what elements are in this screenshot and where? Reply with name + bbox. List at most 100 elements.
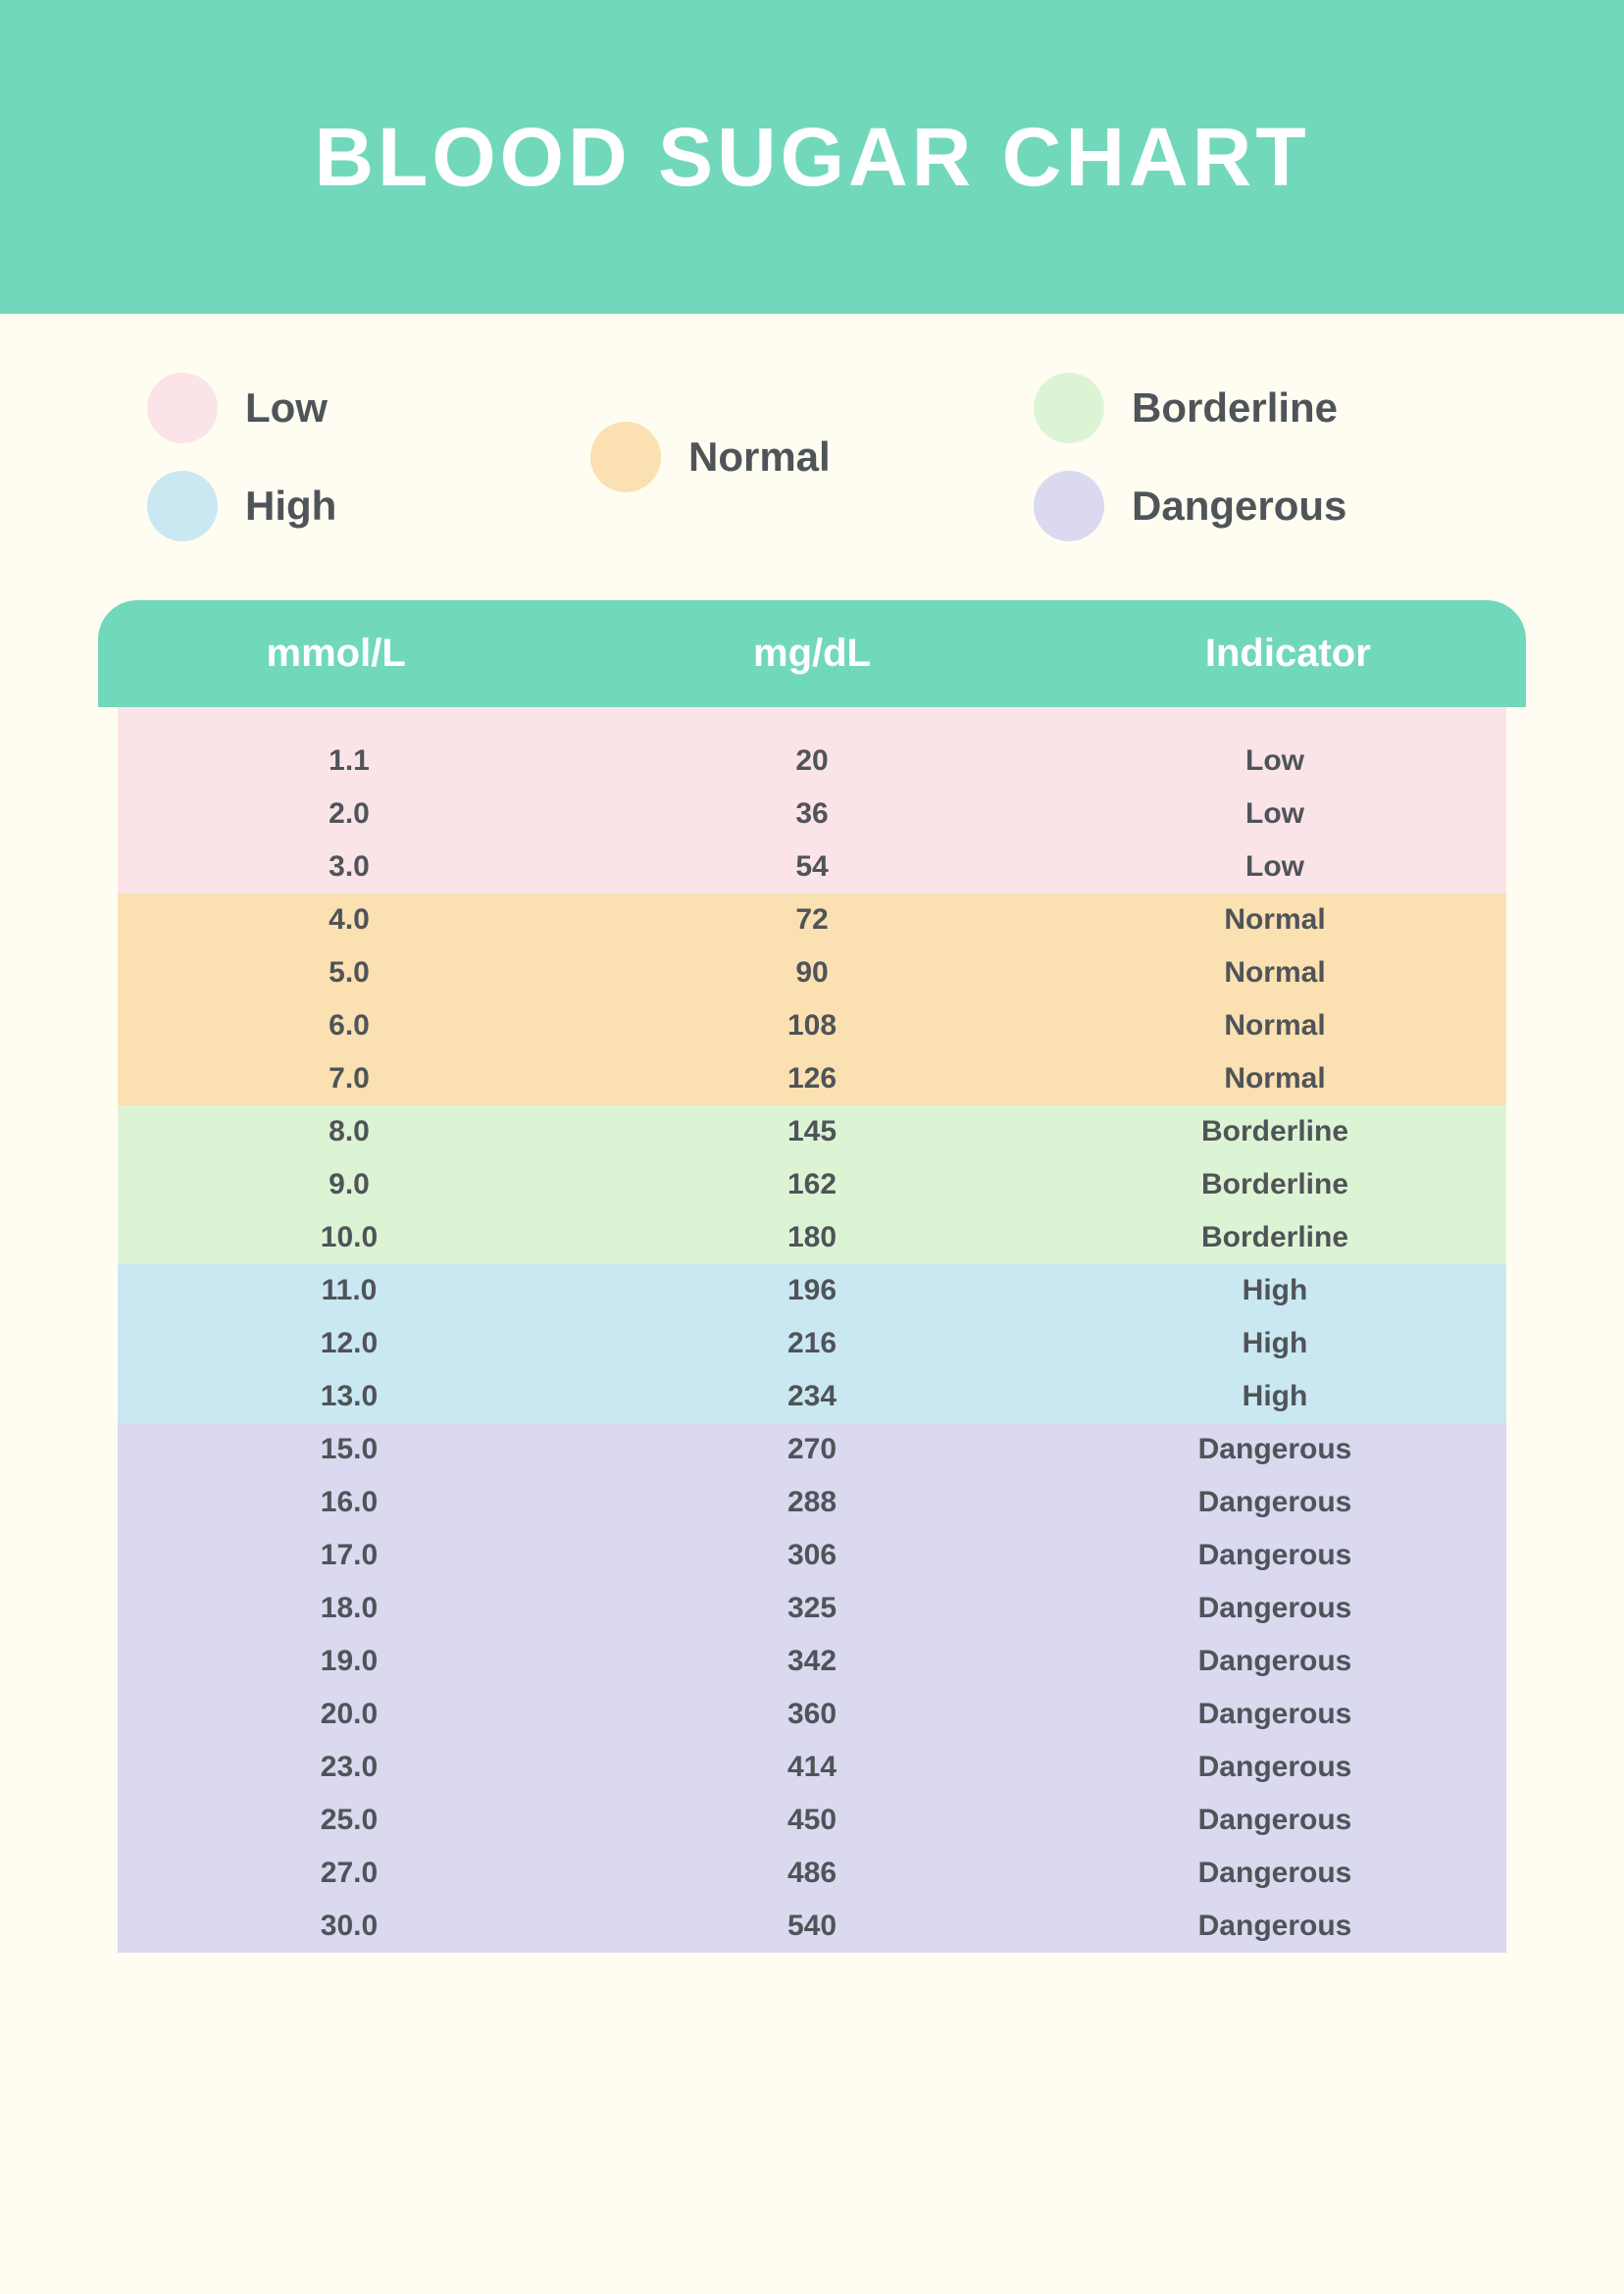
cell-mgdl: 486 <box>581 1857 1043 1890</box>
col-header-mmol: mmol/L <box>98 632 574 676</box>
cell-mmol: 5.0 <box>118 956 581 990</box>
table-row: 18.0325Dangerous <box>118 1582 1506 1635</box>
cell-mgdl: 90 <box>581 956 1043 990</box>
table-body: 1.120Low2.036Low3.054Low4.072Normal5.090… <box>118 707 1506 1953</box>
table-row: 2.036Low <box>118 788 1506 841</box>
legend-item-low: Low <box>147 373 590 443</box>
cell-mmol: 19.0 <box>118 1645 581 1678</box>
cell-indicator: Low <box>1043 797 1506 831</box>
cell-mmol: 15.0 <box>118 1433 581 1466</box>
blood-sugar-table: mmol/L mg/dL Indicator 1.120Low2.036Low3… <box>118 600 1506 1953</box>
cell-indicator: Borderline <box>1043 1168 1506 1201</box>
cell-mgdl: 54 <box>581 850 1043 884</box>
cell-indicator: High <box>1043 1274 1506 1307</box>
legend-item-dangerous: Dangerous <box>1034 471 1477 541</box>
cell-indicator: Borderline <box>1043 1221 1506 1254</box>
cell-mmol: 23.0 <box>118 1751 581 1784</box>
cell-mgdl: 270 <box>581 1433 1043 1466</box>
table-row: 10.0180Borderline <box>118 1211 1506 1264</box>
cell-mgdl: 108 <box>581 1009 1043 1043</box>
cell-mgdl: 342 <box>581 1645 1043 1678</box>
legend-swatch-high <box>147 471 218 541</box>
cell-indicator: Dangerous <box>1043 1486 1506 1519</box>
cell-mmol: 25.0 <box>118 1804 581 1837</box>
page-title: BLOOD SUGAR CHART <box>314 110 1309 205</box>
legend-item-high: High <box>147 471 590 541</box>
cell-mmol: 16.0 <box>118 1486 581 1519</box>
cell-indicator: Normal <box>1043 903 1506 937</box>
cell-mgdl: 450 <box>581 1804 1043 1837</box>
legend-swatch-normal <box>590 422 661 492</box>
cell-indicator: Low <box>1043 850 1506 884</box>
cell-mmol: 18.0 <box>118 1592 581 1625</box>
cell-mgdl: 306 <box>581 1539 1043 1572</box>
legend-label: High <box>245 483 336 530</box>
cell-mgdl: 360 <box>581 1698 1043 1731</box>
col-header-mgdl: mg/dL <box>574 632 1049 676</box>
cell-mgdl: 414 <box>581 1751 1043 1784</box>
cell-mgdl: 216 <box>581 1327 1043 1360</box>
cell-mmol: 3.0 <box>118 850 581 884</box>
cell-mmol: 7.0 <box>118 1062 581 1096</box>
cell-mgdl: 288 <box>581 1486 1043 1519</box>
table-row: 5.090Normal <box>118 946 1506 999</box>
legend-item-normal: Normal <box>590 422 1034 492</box>
cell-indicator: Dangerous <box>1043 1539 1506 1572</box>
table-row: 27.0486Dangerous <box>118 1847 1506 1900</box>
legend-item-borderline: Borderline <box>1034 373 1477 443</box>
cell-mgdl: 72 <box>581 903 1043 937</box>
cell-mgdl: 20 <box>581 744 1043 778</box>
cell-mgdl: 234 <box>581 1380 1043 1413</box>
col-header-indicator: Indicator <box>1050 632 1526 676</box>
table-row: 4.072Normal <box>118 893 1506 946</box>
table-row: 11.0196High <box>118 1264 1506 1317</box>
legend-label: Dangerous <box>1132 483 1346 530</box>
cell-indicator: Normal <box>1043 1009 1506 1043</box>
cell-mmol: 6.0 <box>118 1009 581 1043</box>
cell-indicator: Dangerous <box>1043 1592 1506 1625</box>
cell-indicator: High <box>1043 1327 1506 1360</box>
cell-indicator: Normal <box>1043 1062 1506 1096</box>
cell-mgdl: 162 <box>581 1168 1043 1201</box>
cell-mmol: 12.0 <box>118 1327 581 1360</box>
cell-mmol: 30.0 <box>118 1910 581 1943</box>
cell-indicator: Dangerous <box>1043 1751 1506 1784</box>
cell-indicator: Normal <box>1043 956 1506 990</box>
legend-label: Low <box>245 384 328 432</box>
legend: Low High Normal Borderline Dangerous <box>147 373 1477 541</box>
cell-mgdl: 540 <box>581 1910 1043 1943</box>
cell-mmol: 4.0 <box>118 903 581 937</box>
cell-mmol: 17.0 <box>118 1539 581 1572</box>
cell-indicator: Borderline <box>1043 1115 1506 1148</box>
cell-mgdl: 325 <box>581 1592 1043 1625</box>
cell-indicator: Dangerous <box>1043 1433 1506 1466</box>
table-row: 15.0270Dangerous <box>118 1423 1506 1476</box>
cell-mmol: 10.0 <box>118 1221 581 1254</box>
cell-mmol: 9.0 <box>118 1168 581 1201</box>
cell-indicator: Dangerous <box>1043 1804 1506 1837</box>
table-row: 3.054Low <box>118 841 1506 893</box>
cell-mgdl: 180 <box>581 1221 1043 1254</box>
cell-indicator: Dangerous <box>1043 1857 1506 1890</box>
cell-mgdl: 126 <box>581 1062 1043 1096</box>
table-row: 6.0108Normal <box>118 999 1506 1052</box>
table-row: 20.0360Dangerous <box>118 1688 1506 1741</box>
table-row: 16.0288Dangerous <box>118 1476 1506 1529</box>
legend-label: Normal <box>688 433 831 481</box>
cell-indicator: Dangerous <box>1043 1698 1506 1731</box>
cell-mmol: 8.0 <box>118 1115 581 1148</box>
cell-mgdl: 145 <box>581 1115 1043 1148</box>
table-row: 23.0414Dangerous <box>118 1741 1506 1794</box>
cell-mgdl: 196 <box>581 1274 1043 1307</box>
cell-indicator: Dangerous <box>1043 1910 1506 1943</box>
cell-mmol: 27.0 <box>118 1857 581 1890</box>
table-row: 13.0234High <box>118 1370 1506 1423</box>
table-row: 17.0306Dangerous <box>118 1529 1506 1582</box>
table-row: 1.120Low <box>118 735 1506 788</box>
cell-indicator: High <box>1043 1380 1506 1413</box>
table-row: 8.0145Borderline <box>118 1105 1506 1158</box>
table-row: 25.0450Dangerous <box>118 1794 1506 1847</box>
table-row: 19.0342Dangerous <box>118 1635 1506 1688</box>
table-row: 9.0162Borderline <box>118 1158 1506 1211</box>
cell-mmol: 1.1 <box>118 744 581 778</box>
